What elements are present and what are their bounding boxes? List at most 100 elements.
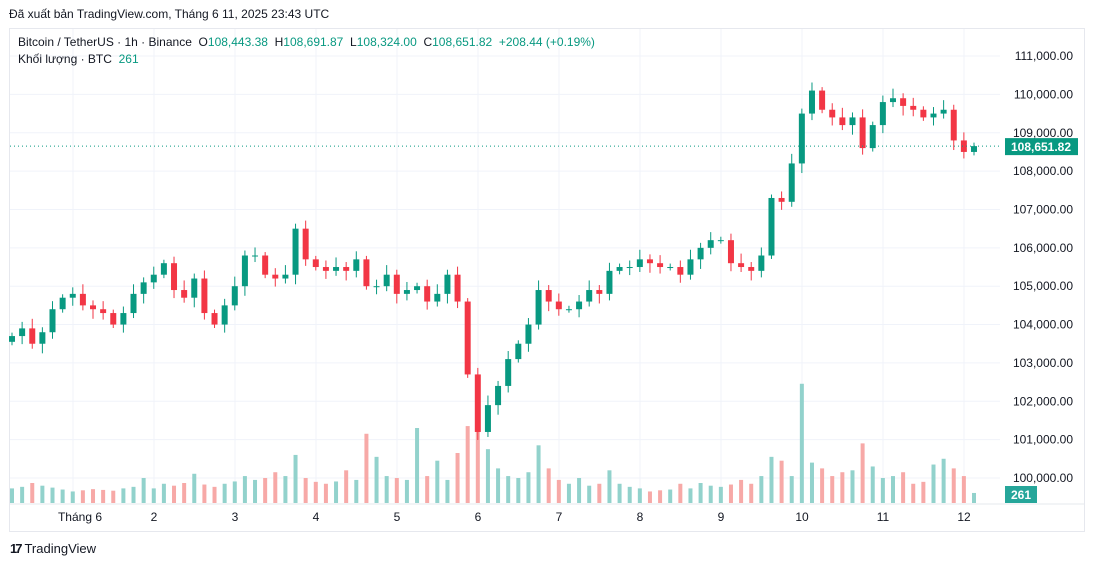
candle-body (383, 274, 390, 287)
volume-bar (516, 478, 521, 503)
candle-body (140, 282, 147, 294)
candle-body (900, 98, 907, 106)
candle-body (910, 105, 917, 110)
candle-body (39, 332, 46, 344)
volume-bar (364, 433, 369, 503)
candle-body (424, 286, 431, 302)
volume-bar (759, 476, 764, 503)
candle-body (201, 278, 208, 314)
legend-high-label: H (274, 35, 284, 49)
volume-bar (637, 488, 642, 503)
candle-body (191, 278, 198, 298)
volume-bar (972, 492, 976, 503)
volume-bar (141, 478, 146, 503)
legend-close: 108,651.82 (432, 35, 493, 49)
legend-close-label: C (423, 35, 433, 49)
candle-body (555, 301, 562, 310)
volume-bar (941, 458, 946, 503)
volume-bar (708, 485, 713, 503)
volume-bar (850, 470, 855, 503)
candle-body (302, 228, 309, 260)
price-tick-label: 101,000.00 (1013, 433, 1073, 447)
candle-body (160, 263, 167, 275)
candle-body (333, 267, 340, 271)
candle-body (150, 274, 157, 283)
time-tick-label: 6 (475, 510, 482, 524)
volume-bar (435, 460, 440, 503)
candle-body (100, 309, 107, 314)
volume-bar (425, 476, 430, 503)
candle-body (515, 343, 522, 360)
legend-open-label: O (198, 35, 208, 49)
time-tick-label: 12 (957, 510, 971, 524)
candle-body (171, 263, 178, 291)
volume-bar (415, 428, 420, 503)
volume-bar (546, 468, 551, 503)
candle-body (859, 117, 866, 149)
candle-body (252, 255, 259, 257)
legend-volume-label: Khối lượng · BTC (18, 52, 112, 66)
candle-body (657, 263, 664, 268)
candle-body (798, 113, 805, 164)
volume-bar (658, 490, 663, 503)
volume-bar (779, 460, 784, 503)
price-tick-label: 107,000.00 (1013, 202, 1073, 216)
volume-bar (91, 489, 96, 503)
legend-change: +208.44 (+0.19%) (498, 35, 595, 49)
time-tick-label: 5 (394, 510, 401, 524)
volume-bar (232, 481, 237, 503)
candle-body (29, 328, 36, 344)
volume-bar (931, 464, 936, 503)
legend-high: 108,691.87 (283, 35, 344, 49)
candle-body (707, 240, 714, 248)
candle-body (49, 309, 56, 333)
candle-body (960, 140, 967, 152)
candle-body (211, 313, 218, 325)
volume-bar (212, 486, 217, 503)
volume-bar (111, 490, 116, 503)
volume-bar (131, 486, 136, 503)
candle-body (576, 301, 583, 310)
time-tick-label: Tháng 6 (58, 510, 102, 524)
volume-bar (20, 486, 25, 503)
candle-body (353, 259, 360, 271)
time-tick-label: 4 (313, 510, 320, 524)
volume-bar (172, 485, 177, 503)
price-tick-label: 110,000.00 (1014, 87, 1073, 101)
candle-body (808, 90, 815, 114)
candle-body (363, 259, 370, 287)
candle-body (343, 267, 350, 271)
volume-bar (161, 483, 166, 503)
candle-body (565, 309, 572, 311)
time-tick-label: 9 (718, 510, 725, 524)
legend-volume: Khối lượng · BTC 261 (18, 52, 139, 66)
volume-bar (323, 483, 328, 503)
volume-bar (830, 476, 835, 503)
volume-bar (769, 456, 774, 503)
candle-body (971, 146, 977, 152)
candle-body (292, 228, 299, 275)
volume-bar (526, 472, 531, 503)
candle-body (748, 267, 755, 271)
legend-symbol: Bitcoin / TetherUS · 1h · Binance (18, 35, 192, 49)
volume-bar (627, 486, 632, 503)
volume-bar (901, 472, 906, 503)
volume-bar (536, 445, 541, 503)
candle-body (79, 293, 86, 306)
candle-body (819, 90, 826, 110)
price-tick-label: 103,000.00 (1013, 356, 1073, 370)
candle-body (687, 259, 694, 275)
legend-ohlc: Bitcoin / TetherUS · 1h · Binance O108,4… (18, 35, 595, 49)
volume-bar (789, 476, 794, 503)
candle-body (758, 255, 765, 271)
grid (10, 29, 1085, 505)
candle-body (839, 117, 846, 126)
time-axis: Tháng 6 2 3 4 5 6 7 8 9 10 11 12 (58, 510, 971, 524)
volume-bar (465, 426, 470, 503)
volume-bar (617, 483, 622, 503)
tradingview-footer[interactable]: 17 TradingView (10, 541, 96, 556)
volume-bar (40, 485, 45, 503)
price-tick-label: 111,000.00 (1015, 49, 1074, 63)
volume-bars (10, 383, 976, 503)
